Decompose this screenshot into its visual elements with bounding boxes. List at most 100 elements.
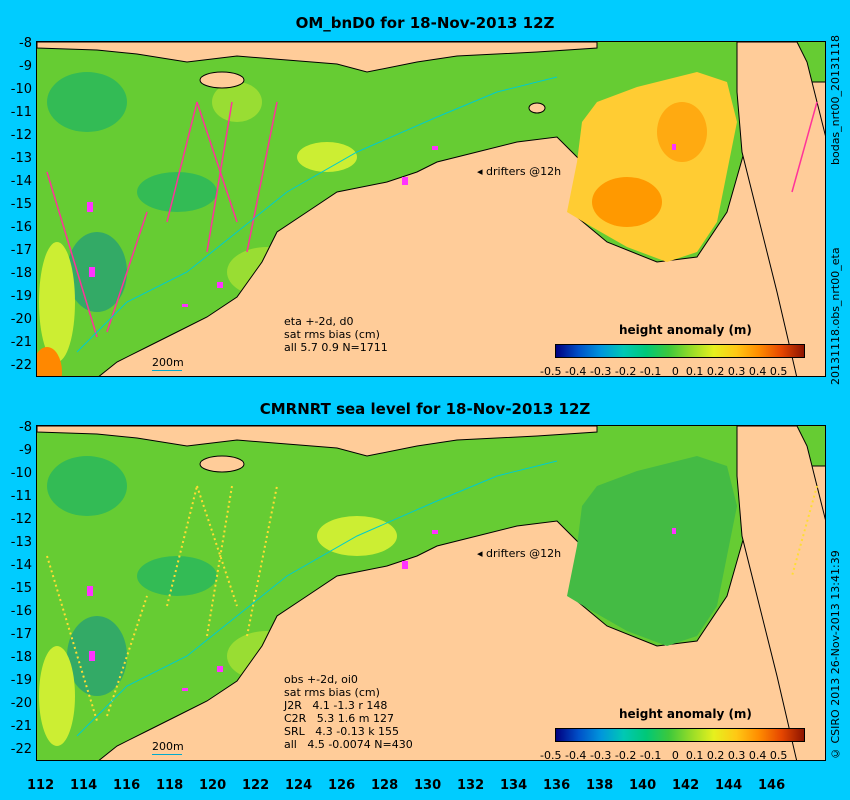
lon-tick: 132 [457, 778, 485, 793]
lat-tick: -17 [10, 627, 32, 642]
lat-tick: -13 [10, 151, 32, 166]
lon-tick: 146 [758, 778, 786, 793]
lat-tick: -10 [10, 82, 32, 97]
lat-tick: -15 [10, 197, 32, 212]
ocean-high-blob [39, 646, 75, 746]
lon-tick: 126 [328, 778, 356, 793]
lat-tick: -19 [10, 673, 32, 688]
indonesia-islands [37, 42, 598, 73]
bottom-side-label: © CSIRO 2013 26-Nov-2013 13:41:39 [829, 550, 842, 760]
top-map: eta +-2d, d0 sat rms bias (cm) all 5.7 0.9… [36, 41, 826, 377]
lat-tick: -16 [10, 604, 32, 619]
top-colorbar [555, 344, 805, 358]
lon-tick: 120 [199, 778, 227, 793]
gulf-anomaly-core [657, 102, 707, 162]
lon-tick: 114 [70, 778, 98, 793]
lon-tick: 130 [414, 778, 442, 793]
island [199, 71, 245, 89]
ocean-high-blob [37, 347, 62, 376]
bottom-scalebar [152, 754, 182, 755]
island [199, 455, 245, 473]
island [528, 102, 546, 114]
lon-tick: 138 [586, 778, 614, 793]
lat-tick: -14 [10, 174, 32, 189]
lat-tick: -9 [19, 443, 32, 458]
lat-tick: -9 [19, 59, 32, 74]
lon-tick: 142 [672, 778, 700, 793]
drifters [87, 144, 676, 307]
indonesia-islands [37, 426, 598, 457]
ocean-low-blob [47, 72, 127, 132]
australia-mainland [98, 465, 825, 760]
bottom-map: obs +-2d, oi0 sat rms bias (cm) J2R 4.1 -1… [36, 425, 826, 761]
bottom-map-title: CMRNRT sea level for 18-Nov-2013 12Z [259, 400, 591, 418]
bottom-map-svg [37, 426, 825, 760]
top-stats: eta +-2d, d0 sat rms bias (cm) all 5.7 0.9… [284, 315, 388, 354]
top-map-title: OM_bnD0 for 18-Nov-2013 12Z [295, 14, 555, 32]
lat-tick: -13 [10, 535, 32, 550]
bottom-colorbar-ticks: -0.5 -0.4 -0.3 -0.2 -0.1 0 0.1 0.2 0.3 0… [540, 749, 788, 762]
ocean-low-blob [47, 456, 127, 516]
satellite-tracks [46, 101, 818, 338]
isobath-200m [76, 76, 558, 353]
ocean-high-blob [39, 242, 75, 362]
lat-tick: -14 [10, 558, 32, 573]
australia-mainland [98, 81, 825, 376]
lat-tick: -20 [10, 696, 32, 711]
satellite-tracks [46, 485, 818, 722]
lon-tick: 128 [371, 778, 399, 793]
lat-tick: -18 [10, 650, 32, 665]
lat-tick: -12 [10, 512, 32, 527]
gulf-anomaly-core [592, 177, 662, 227]
top-colorbar-title: height anomaly (m) [619, 323, 752, 337]
bottom-stats: obs +-2d, oi0 sat rms bias (cm) J2R 4.1 -1… [284, 673, 413, 751]
lat-tick: -10 [10, 466, 32, 481]
gulf-anomaly [567, 456, 737, 646]
lat-tick: -17 [10, 243, 32, 258]
bottom-colorbar-title: height anomaly (m) [619, 707, 752, 721]
bottom-colorbar [555, 728, 805, 742]
lat-tick: -11 [10, 105, 32, 120]
lon-tick: 134 [500, 778, 528, 793]
top-scale-label: 200m [152, 356, 184, 369]
bottom-drifters-legend: ◂ drifters @12h [477, 547, 562, 560]
ocean-low-blob [137, 172, 217, 212]
top-scalebar [152, 370, 182, 371]
top-side-label-2: 20131118.obs_nrt00_eta [829, 247, 842, 385]
lat-tick: -22 [10, 358, 32, 373]
lon-tick: 140 [629, 778, 657, 793]
lon-tick: 124 [285, 778, 313, 793]
ocean-high-blob [297, 142, 357, 172]
lat-tick: -15 [10, 581, 32, 596]
bottom-scale-label: 200m [152, 740, 184, 753]
lat-tick: -22 [10, 742, 32, 757]
isobath-200m [76, 460, 558, 737]
lat-tick: -11 [10, 489, 32, 504]
top-colorbar-ticks: -0.5 -0.4 -0.3 -0.2 -0.1 0 0.1 0.2 0.3 0… [540, 365, 788, 378]
lon-tick: 122 [242, 778, 270, 793]
drifters [87, 528, 676, 691]
ocean-low-blob [137, 556, 217, 596]
lat-tick: -21 [10, 335, 32, 350]
ocean-mid-blob [212, 82, 262, 122]
top-side-label-1: bodas_nrt00_20131118 [829, 35, 842, 165]
lat-tick: -16 [10, 220, 32, 235]
lat-tick: -19 [10, 289, 32, 304]
lat-tick: -8 [19, 420, 32, 435]
lat-tick: -18 [10, 266, 32, 281]
lat-tick: -12 [10, 128, 32, 143]
lon-tick: 118 [156, 778, 184, 793]
cape-york [736, 426, 825, 760]
lon-tick: 136 [543, 778, 571, 793]
lon-tick: 144 [715, 778, 743, 793]
top-drifters-legend: ◂ drifters @12h [477, 165, 562, 178]
cape-york [736, 42, 825, 376]
ocean-low-blob [67, 616, 127, 696]
top-map-svg [37, 42, 825, 376]
lat-tick: -8 [19, 36, 32, 51]
lon-tick: 116 [113, 778, 141, 793]
lat-tick: -20 [10, 312, 32, 327]
ocean-low-blob [67, 232, 127, 312]
lat-tick: -21 [10, 719, 32, 734]
lon-tick: 112 [27, 778, 55, 793]
